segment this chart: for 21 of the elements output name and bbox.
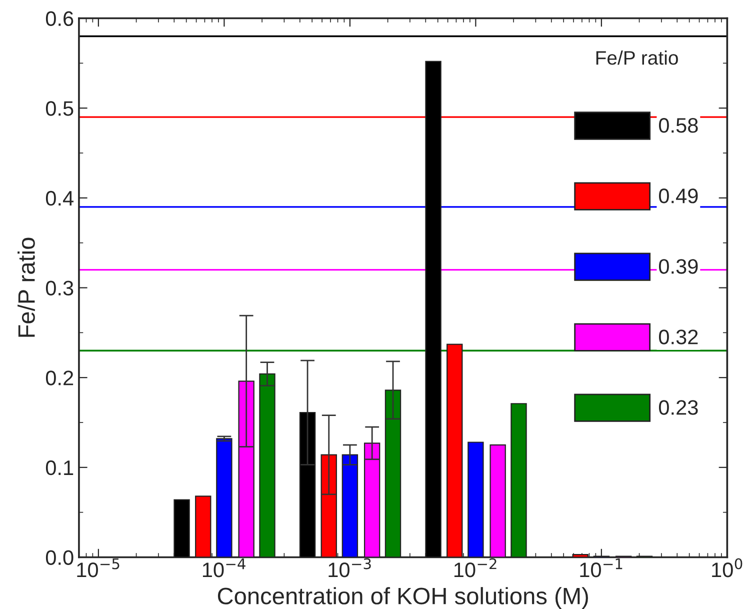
x-tick-label: 10$^{0}$ bbox=[712, 558, 742, 578]
y-tick-label: 0.2 bbox=[46, 370, 74, 386]
y-axis-title: Fe/P ratio bbox=[18, 238, 35, 337]
legend-label: 0.39 bbox=[658, 259, 698, 274]
y-tick-label: 0.5 bbox=[46, 101, 74, 116]
y-tick-label: 0.0 bbox=[46, 550, 74, 565]
x-tick-label: 10$^{−3}$ bbox=[328, 558, 371, 578]
y-tick-label: 0.3 bbox=[46, 280, 74, 296]
x-tick-label: 10$^{−5}$ bbox=[77, 558, 120, 578]
x-axis-title: Concentration of KOH solutions (M) bbox=[218, 587, 588, 609]
x-tick-label: 10$^{−2}$ bbox=[454, 558, 496, 578]
legend-label: 0.49 bbox=[658, 188, 698, 204]
x-tick-label: 10$^{−4}$ bbox=[202, 558, 246, 578]
legend-title: Fe/P ratio bbox=[596, 50, 678, 65]
legend-label: 0.32 bbox=[658, 330, 698, 344]
y-tick-label: 0.1 bbox=[46, 460, 74, 476]
y-tick-label: 0.6 bbox=[46, 11, 74, 26]
x-tick-label: 10$^{−1}$ bbox=[580, 558, 622, 578]
legend-label: 0.23 bbox=[658, 400, 698, 415]
y-tick-label: 0.4 bbox=[46, 190, 74, 206]
legend-label: 0.58 bbox=[658, 118, 698, 133]
